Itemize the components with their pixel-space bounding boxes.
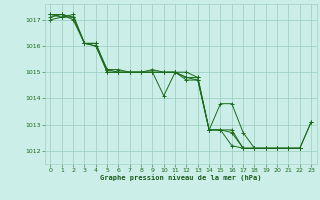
X-axis label: Graphe pression niveau de la mer (hPa): Graphe pression niveau de la mer (hPa) xyxy=(100,175,261,181)
